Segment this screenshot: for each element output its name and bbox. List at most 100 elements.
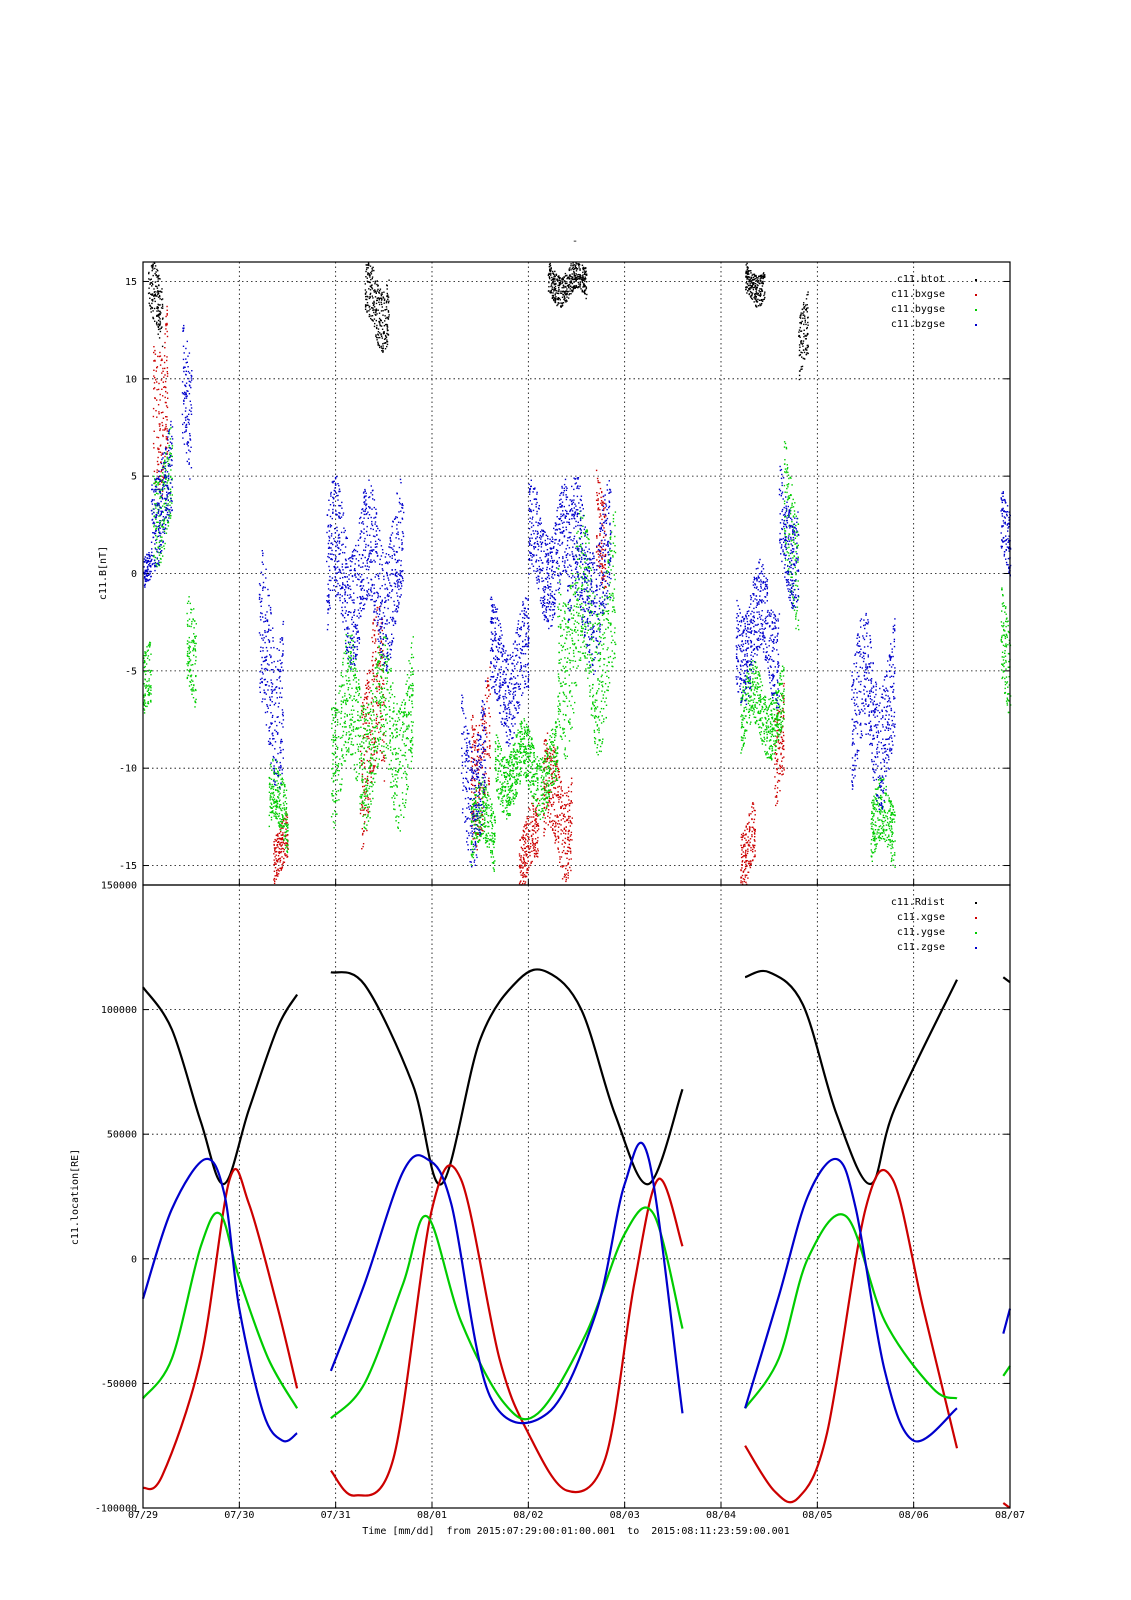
data-point [604, 554, 607, 556]
data-point [754, 277, 756, 280]
data-point [579, 278, 581, 280]
data-point [757, 305, 760, 307]
data-point [378, 663, 381, 665]
data-point [573, 264, 575, 266]
data-point [525, 767, 527, 770]
data-point [363, 791, 365, 793]
data-point [276, 772, 279, 775]
data-point [169, 501, 171, 503]
data-point [280, 809, 282, 811]
data-point [599, 509, 601, 511]
data-point [159, 304, 161, 306]
data-point [482, 709, 485, 711]
data-point [367, 719, 369, 722]
data-point [151, 299, 153, 301]
data-point [489, 693, 491, 695]
data-point [385, 730, 387, 733]
data-point [167, 442, 169, 444]
data-point [156, 550, 158, 553]
data-point [568, 858, 570, 861]
data-point [384, 644, 386, 647]
data-point [348, 725, 351, 727]
data-point [280, 820, 282, 823]
data-point [169, 438, 172, 440]
data-point [365, 697, 368, 700]
data-point [162, 481, 164, 484]
data-point [153, 555, 155, 558]
data-point [273, 882, 276, 884]
data-point [162, 505, 164, 507]
data-point [556, 759, 559, 762]
data-point [285, 819, 287, 821]
data-point [376, 280, 378, 282]
data-point [383, 342, 385, 344]
data-point [274, 851, 276, 853]
data-point [535, 850, 537, 852]
data-point [547, 748, 550, 750]
data-point [380, 712, 382, 715]
data-point [164, 374, 166, 376]
data-point [412, 673, 414, 675]
data-point [564, 842, 567, 844]
data-point [548, 276, 551, 279]
data-point [166, 359, 168, 362]
data-point [486, 806, 488, 808]
data-point [367, 733, 369, 735]
data-point [410, 747, 412, 749]
data-point [343, 760, 346, 762]
data-point [479, 839, 481, 842]
data-point [281, 844, 283, 846]
data-point [382, 347, 384, 349]
data-point [160, 412, 163, 414]
data-point [545, 822, 547, 824]
data-point [543, 761, 545, 763]
data-point [597, 507, 600, 509]
data-point [741, 849, 743, 851]
data-point [194, 663, 196, 665]
data-point [143, 703, 145, 706]
data-point [369, 276, 371, 278]
data-point [331, 752, 334, 755]
data-point [554, 301, 557, 304]
data-point [340, 710, 343, 713]
data-point [534, 846, 537, 849]
data-point [370, 754, 372, 756]
data-point [517, 773, 520, 775]
data-point [331, 727, 333, 729]
data-point [481, 776, 483, 779]
data-point [279, 859, 282, 861]
data-point [365, 790, 367, 793]
data-point [800, 366, 803, 368]
data-point [760, 291, 762, 293]
data-point [564, 820, 566, 823]
data-point [277, 815, 279, 818]
data-point [282, 779, 284, 781]
data-point [375, 658, 377, 661]
data-point [802, 345, 804, 347]
data-point [393, 702, 395, 704]
data-point [152, 265, 154, 267]
data-point [564, 816, 566, 818]
data-point [745, 826, 747, 828]
data-point [553, 276, 555, 278]
data-point [568, 293, 571, 295]
data-point [571, 273, 573, 275]
data-point [527, 835, 529, 838]
data-point [387, 329, 389, 331]
data-point [545, 744, 547, 746]
data-point [804, 309, 807, 311]
data-point [351, 687, 353, 689]
data-point [373, 311, 375, 314]
data-point [157, 355, 159, 358]
data-point [551, 777, 553, 780]
data-point [486, 732, 488, 734]
data-point [490, 803, 493, 806]
data-point [751, 835, 753, 838]
data-point [545, 789, 547, 792]
data-point [406, 716, 408, 718]
data-point [161, 424, 164, 427]
data-point [154, 494, 156, 496]
data-point [752, 807, 755, 809]
data-point [369, 762, 372, 764]
data-point [189, 680, 191, 683]
